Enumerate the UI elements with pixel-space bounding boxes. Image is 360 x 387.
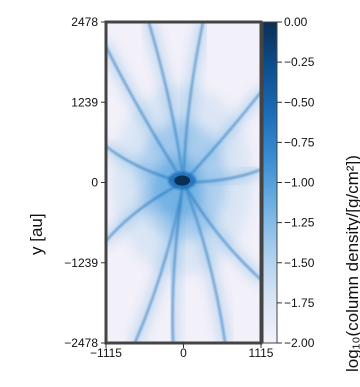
colorbar-tick-label: −1.50 [284,256,315,270]
colorbar-tick-label: −1.00 [284,176,315,190]
filament [182,181,261,281]
colorbar-tick-label: −0.75 [284,135,315,149]
x-tick-label: 1115 [249,346,274,360]
y-axis: 2478 1239 0 −1239 −2478 [64,15,106,350]
colorbar-tick-label: −0.50 [284,95,315,109]
heatmap-plot [104,20,263,345]
x-tick-label: 0 [180,346,187,360]
filament [171,181,185,343]
x-axis: −1115 0 1115 [90,343,274,360]
x-tick-label: −1115 [90,346,122,360]
y-axis-label: y [au] [27,213,46,255]
dense-core [168,171,197,190]
colorbar [262,21,278,344]
filament [182,91,261,184]
y-tick-label: 0 [91,176,98,190]
colorbar-tick-label: −2.00 [284,336,315,350]
y-tick-label: 1239 [71,95,98,109]
y-tick-label: −2478 [64,336,98,350]
filament [106,45,185,184]
colorbar-gradient [263,22,277,343]
y-tick-label: −1239 [64,256,98,270]
core-peak [174,175,191,186]
colorbar-tick-label: −1.75 [284,296,315,310]
colorbar-tick-label: 0.00 [284,15,308,29]
colorbar-axis: 0.00 −0.25 −0.50 −0.75 −1.00 −1.25 −1.50 −1.75 −… [277,15,315,350]
y-tick-label: 2478 [71,15,98,29]
colorbar-label: log₁₀(column density/[g/cm²]) [343,155,360,372]
colorbar-tick-label: −0.25 [284,55,315,69]
filaments [106,22,261,343]
colorbar-tick-label: −1.25 [284,216,315,230]
filament [182,22,204,184]
